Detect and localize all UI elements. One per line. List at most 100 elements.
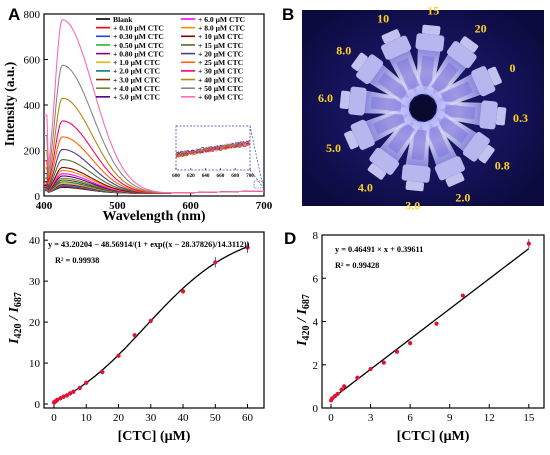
x-tick-label: 50 <box>210 412 222 424</box>
legend-label: + 3.0 μM CTC <box>113 75 160 84</box>
tube-label: 2.0 <box>455 191 470 205</box>
inset-tick-label: 600 <box>172 173 180 179</box>
inset-spectra <box>175 139 250 159</box>
inset-source-box <box>253 180 264 189</box>
legend-label: + 0.80 μM CTC <box>113 49 164 58</box>
data-point <box>132 333 137 338</box>
data-point <box>339 387 344 392</box>
tube <box>432 66 502 110</box>
tube-cap <box>369 147 400 175</box>
panel-d: D 0 2 4 6 8 0 3 6 9 12 15 y = 0.46491 × x + 0.396… <box>284 229 545 444</box>
tube-lid <box>351 52 368 71</box>
y-tick-label: 20 <box>29 317 41 329</box>
data-point <box>368 366 373 372</box>
panel-d-points <box>328 239 531 403</box>
inset-tick-label: 660 <box>217 173 225 179</box>
tube-label: 6.0 <box>318 91 333 105</box>
tube-solution <box>437 116 469 144</box>
tube-lid <box>339 90 351 110</box>
tube <box>429 109 495 164</box>
data-point <box>526 241 531 246</box>
x-tick-label: 9 <box>447 412 453 424</box>
panel-a-spectra <box>44 19 264 194</box>
y-tick-label: 200 <box>24 146 41 158</box>
x-tick-label: 15 <box>523 412 535 424</box>
panel-d-r2: R² = 0.99428 <box>335 261 379 270</box>
y-tick-label: 40 <box>29 235 41 247</box>
tube-cap <box>348 86 367 116</box>
y-tick-label: 6 <box>313 273 319 285</box>
panel-a-letter: A <box>8 5 20 24</box>
data-point <box>68 391 73 396</box>
tube-solution <box>373 111 406 135</box>
tube <box>351 52 417 107</box>
panel-c-x-label: [CTC] (μM) <box>118 429 191 444</box>
data-point <box>434 321 439 326</box>
legend-label: + 40 μM CTC <box>198 75 243 84</box>
data-point <box>213 260 218 265</box>
panel-b: B 15 20 0 0.3 0.8 2.0 3.0 4.0 5.0 6.0 8.0 10 <box>282 4 544 213</box>
panel-b-letter: B <box>282 5 294 24</box>
tube-cap <box>434 156 465 181</box>
tube-cap <box>479 100 498 130</box>
tube-solution <box>426 125 450 158</box>
tube-lid <box>487 66 502 86</box>
data-point <box>100 369 105 375</box>
tube-solution <box>377 72 409 100</box>
tube-cap <box>462 131 490 162</box>
tube-labels: 15 20 0 0.3 0.8 2.0 3.0 4.0 5.0 6.0 8.0 10 <box>318 4 528 213</box>
panel-a: A 0 200 400 600 800 400 500 600 700 Blank+ 0.10… <box>2 5 273 224</box>
legend-label: + 0.30 μM CTC <box>113 32 164 41</box>
tube-lid <box>405 180 425 192</box>
panel-d-y-label: I420 / I687 <box>295 294 312 347</box>
tube-solution <box>444 104 476 120</box>
tube-label: 15 <box>427 4 439 18</box>
x-tick-label: 0 <box>328 412 334 424</box>
tube-solution <box>419 55 435 87</box>
tube-solution <box>370 96 402 112</box>
data-point <box>335 391 340 397</box>
x-tick-label: 6 <box>407 412 413 424</box>
panel-d-equation: y = 0.46491 × x + 0.39611 <box>335 245 423 254</box>
y-tick-label: 600 <box>24 55 41 67</box>
x-tick-label: 12 <box>484 412 495 424</box>
tube-lid <box>495 106 507 126</box>
y-tick-label: 10 <box>29 358 41 370</box>
x-tick-label: 40 <box>178 412 190 424</box>
data-point <box>180 289 186 294</box>
tube-solution <box>396 58 420 91</box>
y-tick-label: 800 <box>24 9 41 21</box>
legend-label: + 8.0 μM CTC <box>198 23 245 32</box>
inset-tick-label: 680 <box>231 173 239 179</box>
tube-cap <box>401 164 431 183</box>
legend-label: Blank <box>113 15 133 24</box>
tube-lid <box>381 29 401 44</box>
y-tick-label: 0 <box>35 399 41 411</box>
data-point <box>408 341 413 346</box>
x-tick-label: 20 <box>113 412 125 424</box>
panel-c-fit-curve <box>53 246 248 403</box>
data-point <box>58 396 63 401</box>
x-tick-label: 0 <box>51 412 57 424</box>
panel-d-y-ticks: 0 2 4 6 8 <box>313 230 326 415</box>
panel-c-y-ticks: 0 10 20 30 40 <box>29 235 48 411</box>
tube-label: 5.0 <box>326 141 341 155</box>
tube <box>401 120 431 192</box>
legend-label: + 5.0 μM CTC <box>113 93 160 102</box>
panel-c-y-label: I420 / I687 <box>7 292 24 345</box>
legend-label: + 20 μM CTC <box>198 49 243 58</box>
tube-cap <box>356 54 384 85</box>
x-tick-label: 700 <box>256 200 273 212</box>
ring-center <box>410 95 436 121</box>
tube <box>421 117 465 187</box>
data-point <box>394 349 400 354</box>
panel-c-points <box>51 242 250 405</box>
panel-a-y-label: Intensity (a.u.) <box>2 62 17 146</box>
y-tick-label: 0 <box>35 191 41 203</box>
inset-tick-label: 640 <box>202 173 210 179</box>
x-tick-label: 400 <box>36 200 53 212</box>
tube-lid <box>421 24 441 36</box>
tube-lid <box>344 130 359 150</box>
panel-d-fit-line <box>330 248 530 400</box>
